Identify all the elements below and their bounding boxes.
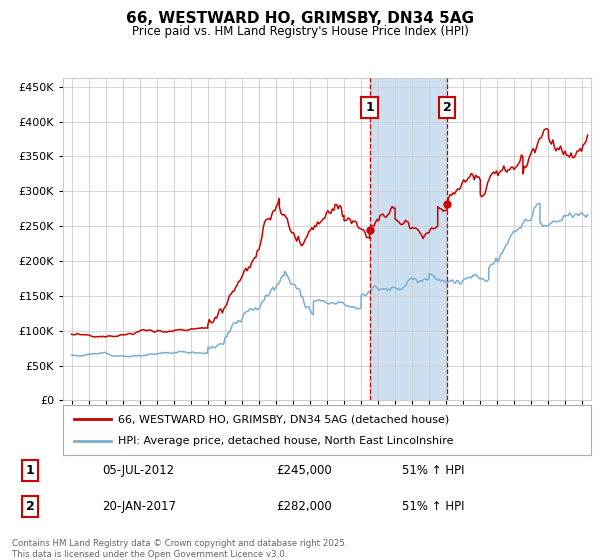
Bar (370, 78, 447, 400)
Text: £245,000: £245,000 (276, 464, 332, 477)
Text: £282,000: £282,000 (276, 500, 332, 513)
Text: 2: 2 (443, 101, 451, 114)
Text: HPI: Average price, detached house, North East Lincolnshire: HPI: Average price, detached house, Nort… (118, 436, 454, 446)
Text: 20-JAN-2017: 20-JAN-2017 (102, 500, 176, 513)
Text: 51% ↑ HPI: 51% ↑ HPI (402, 464, 464, 477)
Text: 05-JUL-2012: 05-JUL-2012 (102, 464, 174, 477)
Text: 66, WESTWARD HO, GRIMSBY, DN34 5AG (detached house): 66, WESTWARD HO, GRIMSBY, DN34 5AG (deta… (118, 414, 449, 424)
Text: Contains HM Land Registry data © Crown copyright and database right 2025.
This d: Contains HM Land Registry data © Crown c… (12, 539, 347, 559)
Text: 1: 1 (26, 464, 34, 477)
Text: 66, WESTWARD HO, GRIMSBY, DN34 5AG: 66, WESTWARD HO, GRIMSBY, DN34 5AG (126, 11, 474, 26)
Text: 1: 1 (365, 101, 374, 114)
Text: 2: 2 (26, 500, 34, 513)
Text: Price paid vs. HM Land Registry's House Price Index (HPI): Price paid vs. HM Land Registry's House … (131, 25, 469, 38)
Text: 51% ↑ HPI: 51% ↑ HPI (402, 500, 464, 513)
